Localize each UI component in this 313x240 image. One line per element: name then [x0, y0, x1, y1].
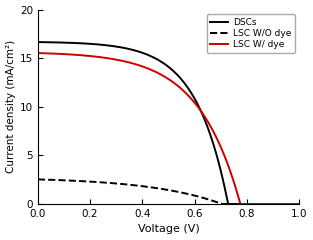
LSC W/ dye [242, 203, 246, 205]
LSC W/O dye [156, 187, 160, 190]
LSC W/O dye [36, 178, 40, 181]
DSCs [49, 41, 53, 44]
LSC W/O dye [290, 203, 294, 205]
DSCs [297, 203, 301, 205]
LSC W/ dye [297, 203, 301, 205]
Line: DSCs: DSCs [38, 42, 299, 204]
LSC W/O dye [49, 178, 53, 181]
Y-axis label: Current density (mA/cm²): Current density (mA/cm²) [6, 40, 16, 173]
Legend: DSCs, LSC W/O dye, LSC W/ dye: DSCs, LSC W/O dye, LSC W/ dye [207, 14, 295, 53]
LSC W/ dye [49, 52, 53, 55]
LSC W/ dye [290, 203, 294, 205]
LSC W/O dye [242, 203, 246, 205]
DSCs [36, 41, 40, 43]
DSCs [290, 203, 294, 205]
LSC W/ dye [36, 52, 40, 54]
LSC W/O dye [163, 188, 167, 191]
LSC W/ dye [156, 72, 160, 74]
Line: LSC W/ dye: LSC W/ dye [38, 53, 299, 204]
X-axis label: Voltage (V): Voltage (V) [138, 224, 199, 234]
DSCs [163, 63, 167, 66]
LSC W/O dye [290, 203, 294, 205]
LSC W/O dye [220, 203, 224, 205]
DSCs [156, 58, 160, 61]
Line: LSC W/O dye: LSC W/O dye [38, 179, 299, 204]
LSC W/ dye [163, 75, 167, 78]
DSCs [226, 203, 230, 205]
DSCs [242, 203, 246, 205]
LSC W/ dye [239, 203, 242, 205]
LSC W/ dye [290, 203, 294, 205]
LSC W/O dye [297, 203, 301, 205]
DSCs [290, 203, 294, 205]
